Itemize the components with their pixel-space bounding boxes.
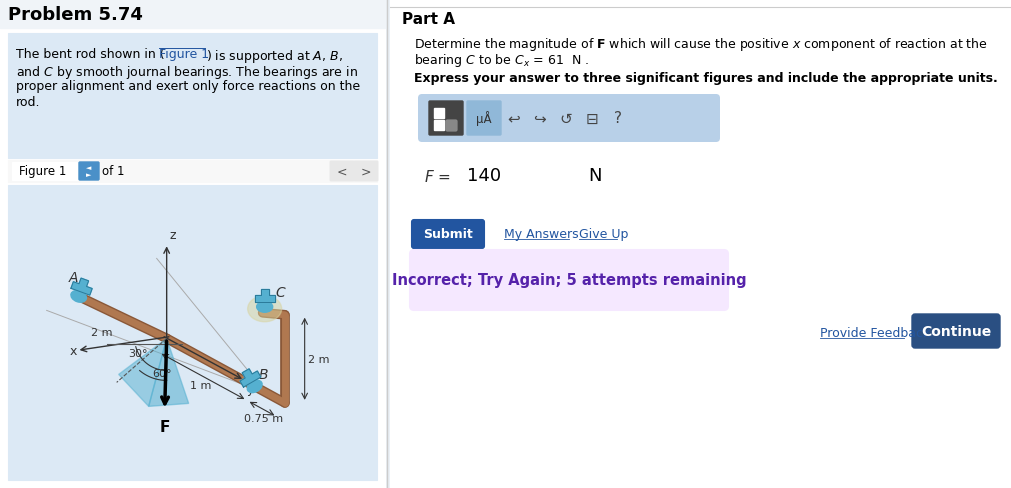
Text: Express your answer to three significant figures and include the appropriate uni: Express your answer to three significant…: [413, 72, 997, 85]
Bar: [8, 34, 377, 159]
Polygon shape: [240, 369, 261, 387]
Ellipse shape: [257, 302, 272, 313]
FancyBboxPatch shape: [418, 95, 719, 142]
Text: Determine the magnitude of $\mathbf{F}$ which will cause the positive $x$ compon: Determine the magnitude of $\mathbf{F}$ …: [413, 36, 987, 53]
Text: 30°: 30°: [128, 349, 148, 359]
Text: ↺: ↺: [559, 111, 572, 126]
Text: My Answers: My Answers: [503, 228, 578, 241]
Text: The bent rod shown in (: The bent rod shown in (: [16, 48, 165, 61]
Text: $F$ =: $F$ =: [424, 169, 450, 184]
Text: Provide Feedback: Provide Feedback: [819, 327, 929, 340]
FancyBboxPatch shape: [409, 250, 727, 310]
Text: N: N: [587, 167, 601, 184]
Bar: [8, 185, 377, 480]
Bar: [446, 121, 456, 131]
Text: Problem 5.74: Problem 5.74: [8, 6, 143, 24]
Bar: [0, 0, 384, 488]
Text: Continue: Continue: [920, 325, 990, 338]
Ellipse shape: [248, 296, 281, 322]
Polygon shape: [149, 339, 188, 407]
FancyBboxPatch shape: [911, 314, 999, 348]
Polygon shape: [255, 289, 274, 302]
Text: Give Up: Give Up: [578, 228, 628, 241]
Text: 140: 140: [466, 167, 500, 184]
Ellipse shape: [247, 381, 262, 393]
Bar: [460, 163, 574, 187]
Bar: [434, 121, 444, 131]
FancyBboxPatch shape: [411, 221, 483, 248]
Bar: [389, 0, 1011, 488]
Text: z: z: [170, 229, 176, 242]
Text: 1 m: 1 m: [190, 381, 211, 391]
Text: ⊟: ⊟: [585, 111, 598, 126]
Bar: [12, 163, 77, 181]
FancyBboxPatch shape: [466, 102, 500, 136]
Text: Submit: Submit: [423, 228, 472, 241]
Text: >: >: [360, 165, 371, 178]
Text: x: x: [70, 344, 77, 357]
Bar: [8, 161, 377, 183]
Text: ?: ?: [614, 111, 622, 126]
Text: $B$: $B$: [258, 367, 268, 382]
FancyBboxPatch shape: [411, 87, 725, 210]
Text: Part A: Part A: [401, 13, 455, 27]
Text: 0.75 m: 0.75 m: [245, 413, 283, 423]
FancyBboxPatch shape: [330, 162, 354, 182]
FancyBboxPatch shape: [429, 102, 463, 136]
Bar: [446, 121, 456, 131]
Text: μÅ: μÅ: [476, 111, 491, 126]
Text: $A$: $A$: [68, 271, 79, 285]
Text: ↪: ↪: [533, 111, 546, 126]
Text: ◄
►: ◄ ►: [86, 165, 92, 178]
Bar: [0, 0, 384, 29]
Text: Incorrect; Try Again; 5 attempts remaining: Incorrect; Try Again; 5 attempts remaini…: [391, 273, 745, 288]
Text: ) is supported at $\mathit{A}$, $\mathit{B}$,: ) is supported at $\mathit{A}$, $\mathit…: [206, 48, 343, 65]
Ellipse shape: [71, 291, 86, 303]
Text: $C$: $C$: [274, 285, 286, 299]
Bar: [434, 109, 444, 119]
Text: <: <: [337, 165, 347, 178]
Text: proper alignment and exert only force reactions on the: proper alignment and exert only force re…: [16, 80, 360, 93]
Polygon shape: [71, 279, 92, 296]
Polygon shape: [118, 339, 167, 407]
Text: Figure 1: Figure 1: [159, 48, 209, 61]
Text: bearing $C$ to be $\mathit{C}_x$ = 61  N .: bearing $C$ to be $\mathit{C}_x$ = 61 N …: [413, 52, 588, 69]
FancyBboxPatch shape: [354, 162, 378, 182]
Text: ↩: ↩: [508, 111, 520, 126]
Text: $\mathbf{F}$: $\mathbf{F}$: [159, 419, 170, 434]
Text: 2 m: 2 m: [91, 328, 112, 338]
Text: y: y: [247, 383, 254, 396]
Text: and $\mathit{C}$ by smooth journal bearings. The bearings are in: and $\mathit{C}$ by smooth journal beari…: [16, 64, 358, 81]
Text: 2 m: 2 m: [307, 354, 329, 364]
Text: Figure 1: Figure 1: [19, 165, 67, 178]
Text: of 1: of 1: [102, 165, 124, 178]
Text: rod.: rod.: [16, 96, 40, 109]
FancyBboxPatch shape: [79, 163, 99, 181]
Bar: [580, 163, 680, 187]
Text: 60°: 60°: [153, 368, 172, 379]
